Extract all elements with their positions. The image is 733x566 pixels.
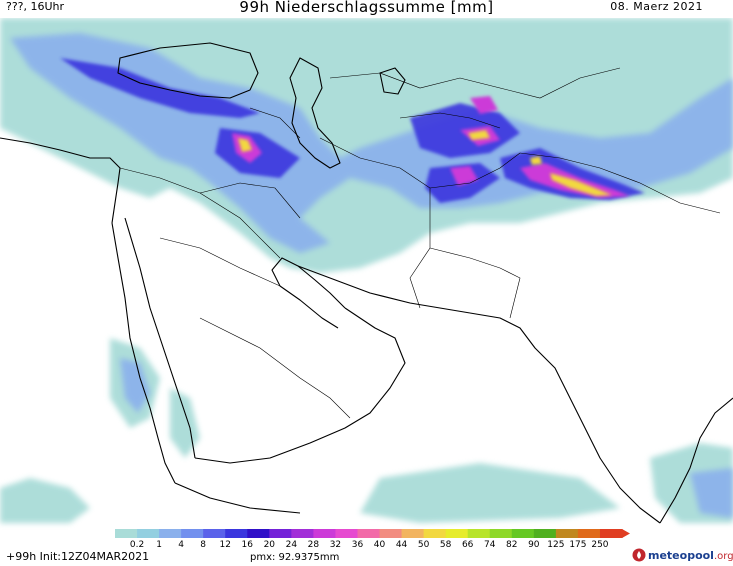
legend-swatch — [357, 529, 381, 538]
legend-color-bar — [115, 529, 630, 538]
init-time-label: +99h Init:12Z04MAR2021 — [6, 550, 150, 563]
meteopool-logo[interactable]: meteopool.org — [632, 546, 733, 564]
legend-swatch — [137, 529, 160, 538]
coastlines — [0, 42, 733, 524]
legend-swatch — [269, 529, 292, 538]
legend-swatch — [313, 529, 337, 538]
pmx-label: pmx: 92.9375mm — [250, 552, 340, 563]
legend-label: 44 — [395, 540, 408, 550]
legend-swatch — [577, 529, 601, 538]
legend-swatch — [599, 529, 623, 538]
legend-swatch — [467, 529, 491, 538]
legend-label: 74 — [484, 540, 496, 550]
legend-label: 8 — [200, 540, 207, 550]
legend-swatch — [533, 529, 557, 538]
raindrop-icon — [632, 548, 646, 562]
legend-label: 32 — [329, 540, 342, 550]
legend-swatch — [511, 529, 535, 538]
legend-label: 250 — [591, 540, 609, 550]
legend-label: 24 — [285, 540, 298, 550]
legend-swatch — [181, 529, 204, 538]
legend-swatch — [291, 529, 314, 538]
legend-swatch — [401, 529, 425, 538]
legend-label: 82 — [506, 540, 518, 550]
legend-label: 40 — [373, 540, 386, 550]
precipitation-map — [0, 18, 733, 524]
legend-label: 0.2 — [129, 540, 145, 550]
legend-label: 175 — [569, 540, 587, 550]
precip-field-moderate — [10, 33, 733, 518]
legend-swatch — [445, 529, 469, 538]
legend-label: 16 — [241, 540, 253, 550]
legend-swatch — [115, 529, 138, 538]
legend-label: 36 — [351, 540, 364, 550]
legend-label: 90 — [528, 540, 540, 550]
legend-label: 58 — [439, 540, 452, 550]
legend-swatch — [225, 529, 248, 538]
legend-swatch — [247, 529, 270, 538]
map-title: 99h Niederschlagssumme [mm] — [239, 0, 494, 16]
legend-swatch — [489, 529, 513, 538]
legend-label: 28 — [307, 540, 320, 550]
legend-label: 1 — [156, 540, 162, 550]
legend-swatch — [555, 529, 579, 538]
logo-text: meteopool.org — [648, 548, 733, 562]
legend-label: 12 — [219, 540, 231, 550]
legend-swatch — [379, 529, 403, 538]
precip-field-peak — [238, 130, 612, 196]
legend-swatch — [203, 529, 226, 538]
legend-label: 50 — [417, 540, 430, 550]
legend-label: 125 — [547, 540, 565, 550]
legend-swatch — [159, 529, 182, 538]
legend-label: 66 — [461, 540, 474, 550]
legend-labels: 0.2 1 4 8 12 16 20 24 28 32 36 40 44 50 58 66 74 82 90 125 1… — [115, 540, 630, 552]
legend-swatch — [335, 529, 359, 538]
valid-date-label: 08. Maerz 2021 — [610, 0, 703, 13]
legend-arrow — [622, 529, 630, 538]
country-borders — [119, 67, 721, 419]
legend-swatch — [423, 529, 447, 538]
valid-time-label: ???, 16Uhr — [6, 0, 65, 13]
legend-label: 4 — [178, 540, 184, 550]
legend-label: 20 — [263, 540, 276, 550]
